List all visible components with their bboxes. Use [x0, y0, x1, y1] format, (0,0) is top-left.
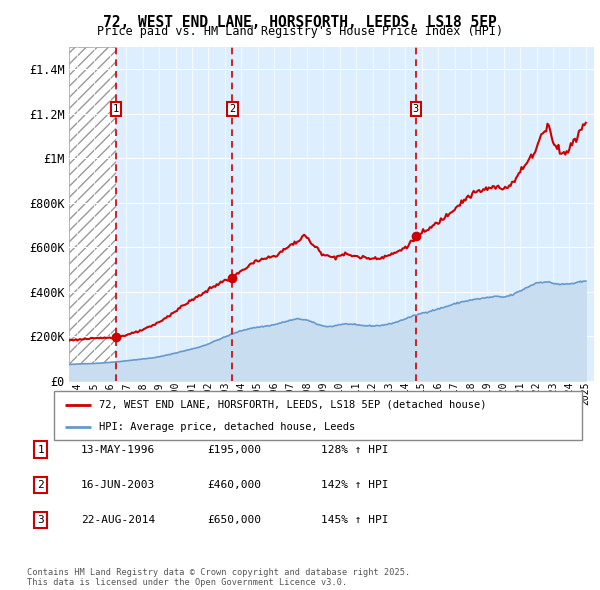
Text: Contains HM Land Registry data © Crown copyright and database right 2025.
This d: Contains HM Land Registry data © Crown c… — [27, 568, 410, 587]
Text: 16-JUN-2003: 16-JUN-2003 — [81, 480, 155, 490]
Text: 72, WEST END LANE, HORSFORTH, LEEDS, LS18 5EP: 72, WEST END LANE, HORSFORTH, LEEDS, LS1… — [103, 15, 497, 30]
Text: 2: 2 — [229, 104, 236, 114]
Text: 1: 1 — [113, 104, 119, 114]
Text: HPI: Average price, detached house, Leeds: HPI: Average price, detached house, Leed… — [99, 422, 355, 432]
Text: £650,000: £650,000 — [207, 516, 261, 525]
Text: 3: 3 — [413, 104, 419, 114]
Text: £460,000: £460,000 — [207, 480, 261, 490]
Text: 128% ↑ HPI: 128% ↑ HPI — [321, 445, 389, 454]
Text: 2: 2 — [37, 480, 44, 490]
Text: 145% ↑ HPI: 145% ↑ HPI — [321, 516, 389, 525]
Bar — [116, 47, 594, 381]
Bar — [69, 47, 116, 381]
Text: 3: 3 — [37, 516, 44, 525]
Text: 13-MAY-1996: 13-MAY-1996 — [81, 445, 155, 454]
Text: 142% ↑ HPI: 142% ↑ HPI — [321, 480, 389, 490]
Text: £195,000: £195,000 — [207, 445, 261, 454]
FancyBboxPatch shape — [54, 391, 582, 440]
Text: 22-AUG-2014: 22-AUG-2014 — [81, 516, 155, 525]
Text: 1: 1 — [37, 445, 44, 454]
Text: 72, WEST END LANE, HORSFORTH, LEEDS, LS18 5EP (detached house): 72, WEST END LANE, HORSFORTH, LEEDS, LS1… — [99, 399, 487, 409]
Text: Price paid vs. HM Land Registry's House Price Index (HPI): Price paid vs. HM Land Registry's House … — [97, 25, 503, 38]
